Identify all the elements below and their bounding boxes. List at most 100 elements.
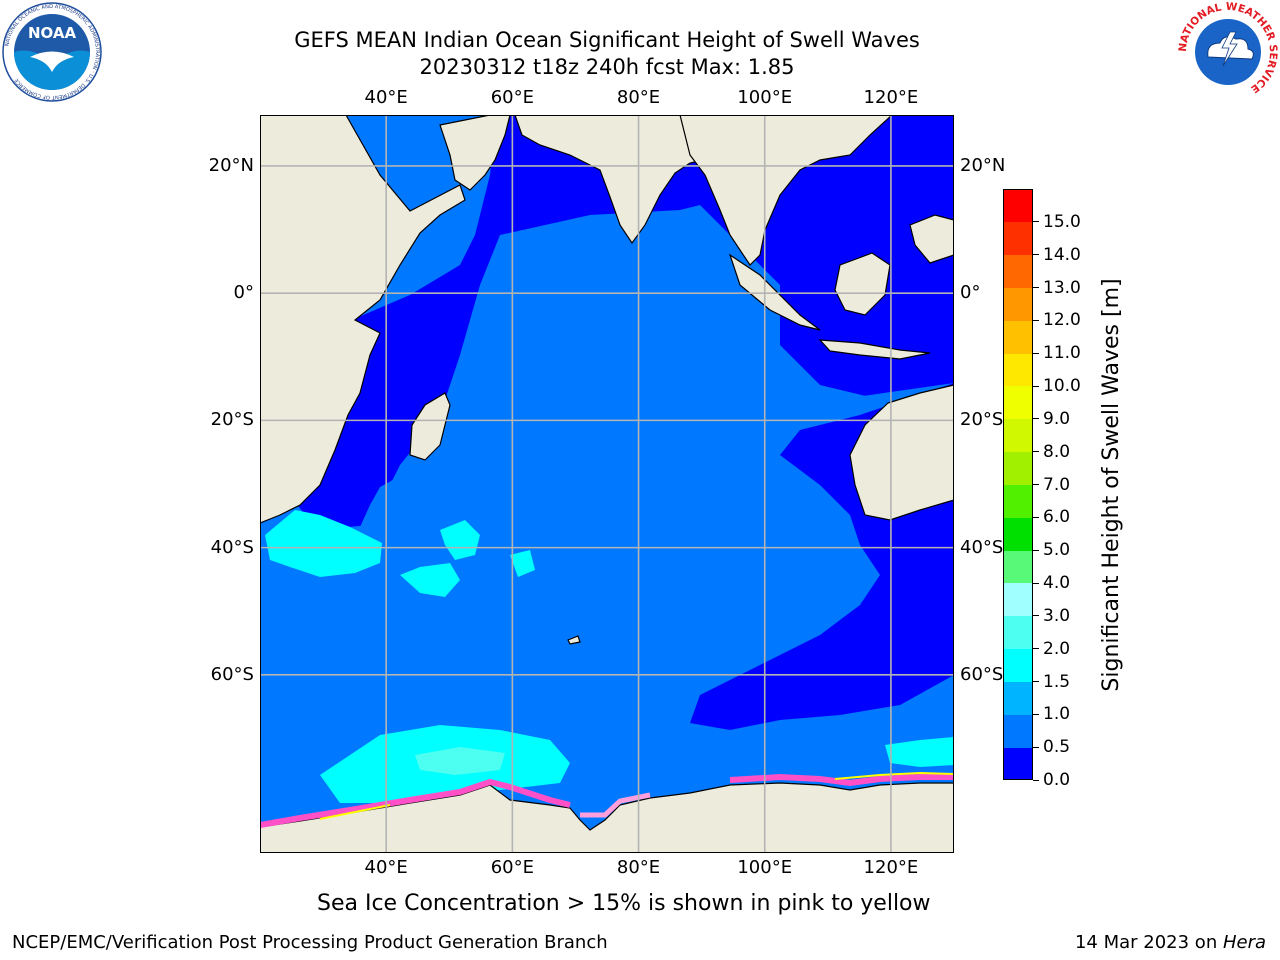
footer-branch: NCEP/EMC/Verification Post Processing Pr…	[12, 932, 608, 953]
sea-ice-caption: Sea Ice Concentration > 15% is shown in …	[317, 891, 931, 916]
colorbar-segment	[1003, 254, 1033, 288]
colorbar-segment	[1003, 615, 1033, 650]
colorbar-segment	[1003, 648, 1033, 682]
colorbar-frame	[1003, 189, 1033, 780]
map-canvas	[260, 115, 954, 853]
colorbar-segment	[1003, 747, 1033, 781]
colorbar-tick-mark	[1033, 254, 1039, 256]
lon-label-bottom: 80°E	[616, 857, 661, 878]
lat-label-left: 20°S	[210, 409, 254, 431]
cyan-patch-3	[510, 550, 535, 577]
colorbar-segment	[1003, 353, 1033, 387]
colorbar-tick-label: 1.5	[1043, 671, 1071, 692]
arabian-peninsula-land	[439, 115, 511, 191]
colorbar-tick-label: 3.0	[1043, 605, 1071, 626]
colorbar-tick-mark	[1033, 713, 1039, 715]
colorbar-segment	[1003, 418, 1033, 453]
footer-date: 14 Mar 2023 on Hera	[1075, 933, 1266, 953]
colorbar-tick-mark	[1033, 516, 1039, 518]
colorbar-tick-label: 8.0	[1043, 441, 1071, 462]
colorbar-tick-mark	[1033, 549, 1039, 551]
lon-label-top: 40°E	[364, 87, 408, 108]
australia-land	[849, 384, 954, 521]
lon-label-top: 120°E	[863, 87, 919, 108]
colorbar-tick-label: 15.0	[1043, 211, 1081, 232]
noaa-logo-text: NOAA	[28, 24, 77, 42]
noaa-logo: NOAA NATIONAL OCEANIC AND ATMOSPHERIC AD…	[2, 2, 102, 102]
cyan-patch-southeast	[885, 737, 954, 767]
colorbar-tick-label: 11.0	[1043, 343, 1081, 364]
map-border	[260, 115, 954, 853]
lat-label-left: 40°S	[210, 536, 254, 558]
lon-label-top: 100°E	[737, 87, 793, 108]
lon-label-top: 80°E	[616, 87, 661, 108]
sea-ice-fringe	[260, 771, 954, 828]
colorbar-segment	[1003, 221, 1033, 256]
cyan-patch-1	[440, 520, 480, 560]
colorbar-segment	[1003, 484, 1033, 518]
philippines-land	[909, 214, 954, 264]
madagascar-land	[409, 392, 451, 461]
lat-label-right: 20°N	[960, 154, 1006, 176]
colorbar-label: Significant Height of Swell Waves [m]	[1099, 278, 1124, 692]
lat-label-right: 60°S	[960, 663, 1004, 685]
colorbar-tick-label: 10.0	[1043, 376, 1081, 396]
colorbar-segment	[1003, 550, 1033, 584]
colorbar-tick-mark	[1033, 319, 1039, 321]
map-subtitle: 20230312 t18z 240h fcst Max: 1.85	[419, 55, 795, 79]
nws-logo: NATIONAL WEATHER SERVICE	[1177, 1, 1279, 102]
lat-label-right: 20°S	[960, 409, 1004, 431]
lon-label-bottom: 120°E	[863, 857, 919, 878]
lat-label-right: 0°	[960, 282, 981, 304]
colorbar-tick-label: 5.0	[1043, 540, 1071, 561]
swell-0.5-1m-regions	[260, 205, 870, 735]
swell-1.5-2m-patch	[415, 747, 505, 775]
colorbar-segment	[1003, 583, 1033, 617]
colorbar-tick-label: 4.0	[1043, 573, 1071, 593]
colorbar-tick-label: 0.5	[1043, 737, 1071, 758]
land-masses	[260, 115, 954, 853]
map-title: GEFS MEAN Indian Ocean Significant Heigh…	[294, 28, 920, 52]
colorbar-tick-mark	[1033, 287, 1039, 288]
colorbar-segment	[1003, 681, 1033, 715]
colorbar-segment	[1003, 320, 1033, 354]
colorbar	[1003, 189, 1033, 781]
colorbar-tick-mark	[1033, 746, 1039, 748]
colorbar-tick-label: 13.0	[1043, 277, 1081, 298]
cyan-patch-2	[400, 563, 460, 597]
footer-machine: Hera	[1222, 932, 1266, 953]
colorbar-tick-label: 6.0	[1043, 507, 1071, 528]
map-panel	[260, 115, 954, 853]
colorbar-tick-mark	[1033, 385, 1039, 387]
lon-label-bottom: 60°E	[490, 857, 534, 878]
colorbar-tick-label: 12.0	[1043, 310, 1081, 331]
colorbar-tick-mark	[1033, 681, 1039, 682]
colorbar-tick-mark	[1033, 779, 1039, 781]
colorbar-tick-label: 2.0	[1043, 638, 1071, 659]
colorbar-segment	[1003, 386, 1033, 420]
colorbar-tick-mark	[1033, 418, 1039, 420]
colorbar-tick-mark	[1033, 221, 1039, 223]
south-central-mid-region	[380, 415, 780, 555]
colorbar-segment	[1003, 517, 1033, 551]
colorbar-tick-mark	[1033, 451, 1039, 453]
lon-label-bottom: 40°E	[364, 857, 408, 878]
map-gridlines	[260, 115, 954, 853]
colorbar-tick-mark	[1033, 484, 1039, 485]
colorbar-tick-label: 0.0	[1043, 770, 1071, 790]
footer-date-text: 14 Mar 2023 on	[1074, 932, 1223, 953]
colorbar-tick-mark	[1033, 352, 1039, 354]
colorbar-tick-label: 7.0	[1043, 474, 1071, 495]
lon-label-bottom: 100°E	[737, 857, 793, 878]
kerguelen-island	[567, 635, 581, 645]
colorbar-segment	[1003, 287, 1033, 321]
lon-label-top: 60°E	[490, 87, 534, 108]
colorbar-tick-label: 1.0	[1043, 704, 1071, 725]
java-land	[818, 339, 931, 360]
colorbar-tick-mark	[1033, 582, 1039, 584]
colorbar-segment	[1003, 189, 1033, 223]
lat-label-left: 0°	[233, 282, 254, 304]
lat-label-left: 20°N	[208, 154, 254, 176]
colorbar-segment	[1003, 451, 1033, 485]
colorbar-segment	[1003, 714, 1033, 748]
